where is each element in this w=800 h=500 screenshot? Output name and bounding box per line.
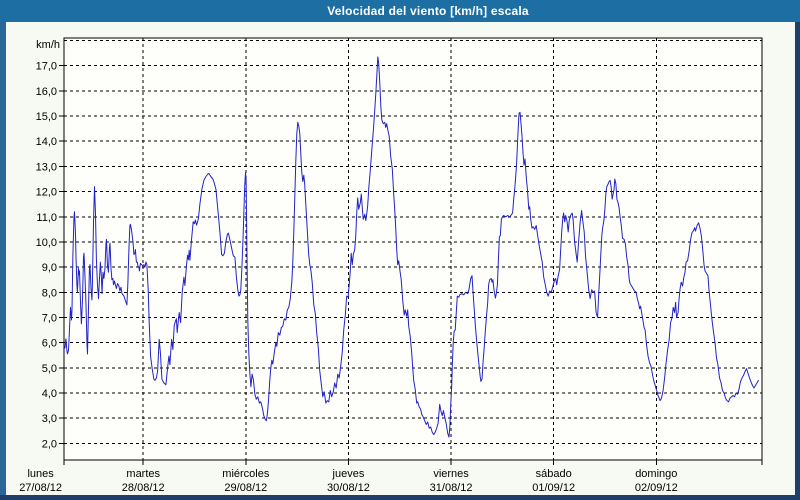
wind-speed-chart: 17,0 16,0 15,0 14,0 13,0 12,0 11,0 10,0 9,0 8,0 7,… — [19, 37, 763, 494]
window-border-right — [795, 22, 800, 500]
x-date-label: 30/08/12 — [327, 482, 370, 494]
grid-lines — [64, 38, 762, 460]
y-tick-label: 8,0 — [42, 287, 57, 299]
y-tick-label: 11,0 — [36, 212, 57, 224]
x-day-label: lunes — [27, 468, 54, 480]
window-border-bottom — [0, 495, 800, 500]
x-day-label: viernes — [433, 468, 469, 480]
y-axis-unit-label: km/h — [36, 39, 60, 51]
y-tick-label: 4,0 — [42, 388, 57, 400]
x-day-label: sábado — [536, 468, 572, 480]
x-day-label: jueves — [332, 468, 365, 480]
window-border-left — [0, 22, 6, 500]
x-day-label: martes — [126, 468, 160, 480]
y-tick-label: 17,0 — [36, 61, 57, 73]
tick-marks — [59, 65, 763, 465]
x-axis-labels: lunes 27/08/12 martes 28/08/12 miércoles 29/0… — [19, 468, 678, 494]
x-date-label: 28/08/12 — [122, 482, 165, 494]
y-tick-label: 13,0 — [36, 161, 57, 173]
y-tick-label: 14,0 — [36, 136, 57, 148]
x-date-label: 27/08/12 — [19, 482, 62, 494]
x-date-label: 29/08/12 — [224, 482, 267, 494]
y-axis-labels: 17,0 16,0 15,0 14,0 13,0 12,0 11,0 10,0 9,0 8,0 7,… — [36, 39, 60, 450]
x-day-label: domingo — [635, 468, 677, 480]
y-tick-label: 15,0 — [36, 111, 57, 123]
y-tick-label: 12,0 — [36, 187, 57, 199]
y-tick-label: 16,0 — [36, 86, 57, 98]
y-tick-label: 5,0 — [42, 363, 57, 375]
x-date-label: 31/08/12 — [430, 482, 473, 494]
y-tick-label: 10,0 — [36, 237, 57, 249]
y-tick-label: 3,0 — [42, 413, 57, 425]
data-series — [64, 56, 759, 438]
x-day-label: miércoles — [222, 468, 270, 480]
window-titlebar: Velocidad del viento [km/h] escala — [0, 0, 800, 22]
x-date-label: 01/09/12 — [532, 482, 575, 494]
x-date-label: 02/09/12 — [635, 482, 678, 494]
plot-area — [63, 37, 763, 461]
y-tick-label: 6,0 — [42, 338, 57, 350]
plot-background — [63, 37, 763, 461]
window-title: Velocidad del viento [km/h] escala — [327, 4, 529, 18]
y-tick-label: 7,0 — [42, 312, 57, 324]
y-tick-label: 9,0 — [42, 262, 57, 274]
wind-speed-line — [64, 56, 759, 438]
y-tick-label: 2,0 — [42, 438, 57, 450]
